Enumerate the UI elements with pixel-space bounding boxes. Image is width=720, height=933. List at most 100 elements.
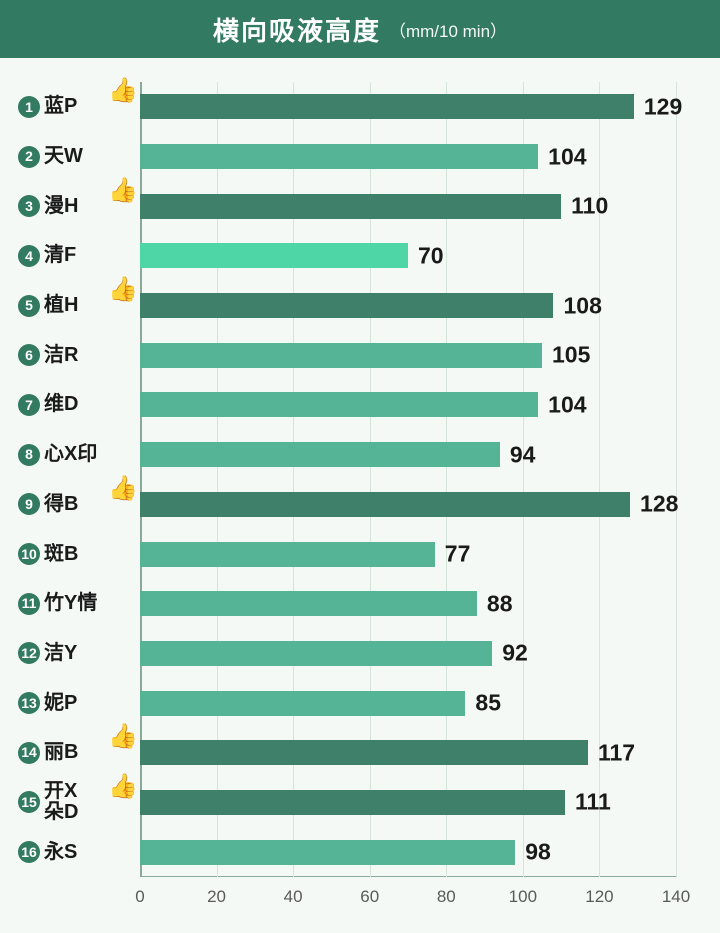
x-tick-label: 80 [437,887,456,907]
row-label: 10斑B [18,543,128,565]
item-name: 清F [44,245,76,266]
bar [140,94,634,119]
row-label: 8心X印 [18,444,128,466]
item-name: 竹Y情 [44,593,97,614]
chart-row: 5植H108👍 [140,293,676,318]
x-tick-label: 0 [135,887,144,907]
chart-row: 1蓝P129👍 [140,94,676,119]
row-label: 4清F [18,245,128,267]
row-label: 2天W [18,146,128,168]
thumbs-up-icon: 👍 [108,176,138,205]
bar [140,591,477,616]
bar-value: 70 [418,242,444,269]
bar-value: 110 [571,193,608,220]
bar [140,691,465,716]
row-label: 11竹Y情 [18,593,128,615]
chart-row: 15开X朵D111👍 [140,790,676,815]
bar-value: 111 [575,789,611,816]
bar-value: 105 [552,342,590,369]
bar-value: 117 [598,739,635,766]
item-name: 蓝P [44,96,77,117]
item-name: 妮P [44,693,77,714]
row-label: 12洁Y [18,642,128,664]
bar-value: 104 [548,391,586,418]
chart-row: 11竹Y情88 [140,591,676,616]
bar-value: 104 [548,143,586,170]
item-name: 洁R [44,345,78,366]
rank-badge: 11 [18,593,40,615]
item-name: 心X印 [44,444,97,465]
item-name: 植H [44,295,78,316]
bar-value: 108 [563,292,601,319]
rank-badge: 8 [18,444,40,466]
rank-badge: 6 [18,344,40,366]
bar [140,542,435,567]
row-label: 7维D [18,394,128,416]
bar-value: 98 [525,839,551,866]
chart-row: 14丽B117👍 [140,740,676,765]
bar [140,194,561,219]
x-tick-label: 40 [284,887,303,907]
chart-row: 6洁R105 [140,343,676,368]
rank-badge: 9 [18,493,40,515]
chart-row: 8心X印94 [140,442,676,467]
grid-line [676,82,677,877]
bar-value: 92 [502,640,528,667]
item-name: 洁Y [44,643,77,664]
chart-row: 2天W104 [140,144,676,169]
bar [140,293,553,318]
bar [140,243,408,268]
x-tick-label: 120 [585,887,613,907]
thumbs-up-icon: 👍 [108,76,138,105]
rank-badge: 10 [18,543,40,565]
chart-row: 13妮P85 [140,691,676,716]
bar-value: 88 [487,590,513,617]
bar [140,840,515,865]
rank-badge: 2 [18,146,40,168]
rank-badge: 7 [18,394,40,416]
rank-badge: 4 [18,245,40,267]
bar [140,790,565,815]
thumbs-up-icon: 👍 [108,275,138,304]
bar-value: 129 [644,93,682,120]
x-tick-label: 100 [509,887,537,907]
item-name: 得B [44,494,78,515]
row-label: 16永S [18,841,128,863]
x-axis-line [140,876,676,878]
rank-badge: 12 [18,642,40,664]
bar-value: 128 [640,491,678,518]
chart-row: 7维D104 [140,392,676,417]
chart-row: 3漫H110👍 [140,194,676,219]
chart-area: 0204060801001201401蓝P129👍2天W1043漫H110👍4清… [0,58,720,933]
x-tick-label: 60 [360,887,379,907]
chart-row: 4清F70 [140,243,676,268]
item-name: 斑B [44,544,78,565]
bar-value: 77 [445,541,471,568]
row-label: 6洁R [18,344,128,366]
rank-badge: 15 [18,791,40,813]
chart-title: 横向吸液高度 [213,11,381,48]
bar-value: 85 [475,690,501,717]
chart-row: 16永S98 [140,840,676,865]
bar [140,442,500,467]
x-tick-label: 20 [207,887,226,907]
chart-row: 9得B128👍 [140,492,676,517]
thumbs-up-icon: 👍 [108,772,138,801]
item-name: 维D [44,394,78,415]
item-name: 永S [44,842,77,863]
item-name: 丽B [44,742,78,763]
rank-badge: 14 [18,742,40,764]
thumbs-up-icon: 👍 [108,474,138,503]
bar [140,740,588,765]
chart-unit: （mm/10 min） [389,17,507,42]
bar [140,392,538,417]
bar [140,144,538,169]
item-name: 漫H [44,196,78,217]
rank-badge: 1 [18,96,40,118]
bar [140,343,542,368]
chart-row: 10斑B77 [140,542,676,567]
bar [140,641,492,666]
chart-row: 12洁Y92 [140,641,676,666]
row-label: 13妮P [18,692,128,714]
chart-header: 横向吸液高度 （mm/10 min） [0,0,720,58]
